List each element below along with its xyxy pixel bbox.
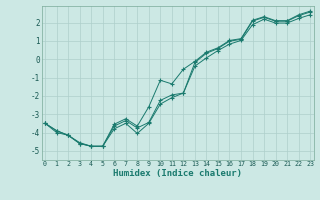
X-axis label: Humidex (Indice chaleur): Humidex (Indice chaleur) xyxy=(113,169,242,178)
